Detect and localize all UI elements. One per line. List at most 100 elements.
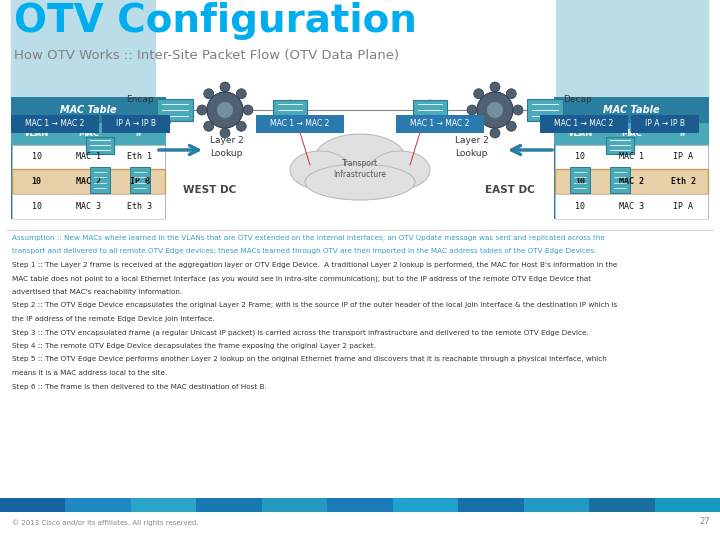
Bar xyxy=(130,167,150,193)
Circle shape xyxy=(474,122,484,131)
Text: VLAN: VLAN xyxy=(567,130,593,138)
Text: © 2013 Cisco and/or its affiliates. All rights reserved.: © 2013 Cisco and/or its affiliates. All … xyxy=(12,519,199,526)
Ellipse shape xyxy=(290,151,350,189)
Text: Step 5 :: The OTV Edge Device performs another Layer 2 lookup on the original Et: Step 5 :: The OTV Edge Device performs a… xyxy=(12,356,607,362)
Bar xyxy=(11,115,99,133)
Bar xyxy=(589,498,654,512)
Bar xyxy=(631,115,699,133)
Text: MAC: MAC xyxy=(78,130,99,138)
Bar xyxy=(554,97,709,219)
Circle shape xyxy=(220,128,230,138)
Circle shape xyxy=(207,92,243,128)
Text: IF: IF xyxy=(135,130,144,138)
Bar xyxy=(12,145,165,169)
Circle shape xyxy=(474,89,484,99)
Text: Transport
Infrastructure: Transport Infrastructure xyxy=(333,159,387,179)
Circle shape xyxy=(236,89,246,99)
Circle shape xyxy=(490,82,500,92)
Ellipse shape xyxy=(305,164,415,200)
Circle shape xyxy=(467,105,477,115)
Bar xyxy=(413,99,447,120)
Text: advertised that MAC's reachability information.: advertised that MAC's reachability infor… xyxy=(12,289,182,295)
Text: IP A → IP B: IP A → IP B xyxy=(645,119,685,129)
Bar xyxy=(66,498,131,512)
Bar xyxy=(11,97,166,219)
Text: IP A: IP A xyxy=(673,202,693,211)
Bar xyxy=(197,498,262,512)
Text: Step 1 :: The Layer 2 frame is received at the aggregation layer or OTV Edge Dev: Step 1 :: The Layer 2 frame is received … xyxy=(12,262,617,268)
Circle shape xyxy=(506,89,516,99)
Bar xyxy=(273,99,307,120)
Bar xyxy=(610,167,630,193)
Text: MAC 2: MAC 2 xyxy=(76,177,101,186)
Bar xyxy=(0,498,66,512)
Text: 27: 27 xyxy=(699,517,710,526)
Bar xyxy=(554,123,709,145)
Circle shape xyxy=(220,82,230,92)
Text: 10: 10 xyxy=(32,177,42,186)
Bar xyxy=(540,115,628,133)
Bar xyxy=(654,498,720,512)
Circle shape xyxy=(204,122,214,131)
Bar xyxy=(555,170,708,194)
Bar xyxy=(328,498,392,512)
Text: Eth 2: Eth 2 xyxy=(671,177,696,186)
Polygon shape xyxy=(556,0,709,110)
Text: Step 2 :: The OTV Edge Device encapsulates the original Layer 2 Frame; with is t: Step 2 :: The OTV Edge Device encapsulat… xyxy=(12,302,617,308)
Text: MAC 2: MAC 2 xyxy=(619,177,644,186)
Text: MAC 1: MAC 1 xyxy=(76,152,101,161)
Text: WEST DC: WEST DC xyxy=(184,185,237,195)
Text: means it is a MAC address local to the site.: means it is a MAC address local to the s… xyxy=(12,370,167,376)
Bar xyxy=(256,115,344,133)
Bar xyxy=(102,115,170,133)
Circle shape xyxy=(513,105,523,115)
Bar xyxy=(396,115,484,133)
Text: the IP address of the remote Edge Device Join Interface.: the IP address of the remote Edge Device… xyxy=(12,316,215,322)
Bar xyxy=(157,99,193,121)
Text: Layer 2
Lookup: Layer 2 Lookup xyxy=(210,136,244,158)
Text: Step 3 :: The OTV encapsulated frame (a regular Unicast IP packet) is carried ac: Step 3 :: The OTV encapsulated frame (a … xyxy=(12,329,589,336)
Circle shape xyxy=(487,102,503,118)
Bar xyxy=(86,137,114,153)
Text: transport and delivered to all remote OTV Edge devices; these MACs learned throu: transport and delivered to all remote OT… xyxy=(12,248,596,254)
Ellipse shape xyxy=(315,134,405,182)
Circle shape xyxy=(477,92,513,128)
Text: How OTV Works :: Inter-Site Packet Flow (OTV Data Plane): How OTV Works :: Inter-Site Packet Flow … xyxy=(14,49,399,62)
Text: MAC 3: MAC 3 xyxy=(76,202,101,211)
Text: Step 4 :: The remote OTV Edge Device decapsulates the frame exposing the origina: Step 4 :: The remote OTV Edge Device dec… xyxy=(12,343,376,349)
Circle shape xyxy=(217,102,233,118)
Bar xyxy=(555,194,708,219)
Circle shape xyxy=(236,122,246,131)
Bar xyxy=(131,498,197,512)
Bar xyxy=(90,167,110,193)
Text: 10: 10 xyxy=(32,152,42,161)
Text: IF: IF xyxy=(679,130,688,138)
Bar xyxy=(555,145,708,169)
Text: 10: 10 xyxy=(32,202,42,211)
Bar xyxy=(392,498,458,512)
Text: 10: 10 xyxy=(575,202,585,211)
Bar xyxy=(12,194,165,219)
Bar xyxy=(12,170,165,194)
Text: EAST DC: EAST DC xyxy=(485,185,535,195)
Text: VLAN: VLAN xyxy=(24,130,49,138)
Ellipse shape xyxy=(370,151,430,189)
Bar xyxy=(570,167,590,193)
Text: 10: 10 xyxy=(575,152,585,161)
Text: OTV Configuration: OTV Configuration xyxy=(14,2,417,40)
Text: Eth 1: Eth 1 xyxy=(127,152,153,161)
Bar xyxy=(527,99,563,121)
Polygon shape xyxy=(11,0,156,110)
Text: MAC Table: MAC Table xyxy=(60,105,117,115)
Text: IP B: IP B xyxy=(130,177,150,186)
Text: MAC 1 → MAC 2: MAC 1 → MAC 2 xyxy=(25,119,85,129)
Text: IP A → IP B: IP A → IP B xyxy=(116,119,156,129)
Circle shape xyxy=(204,89,214,99)
Text: MAC: MAC xyxy=(621,130,642,138)
Bar xyxy=(523,498,589,512)
Circle shape xyxy=(506,122,516,131)
Text: Decap: Decap xyxy=(564,96,593,105)
Text: MAC 1 → MAC 2: MAC 1 → MAC 2 xyxy=(410,119,469,129)
Text: MAC 1: MAC 1 xyxy=(619,152,644,161)
Text: MAC 1 → MAC 2: MAC 1 → MAC 2 xyxy=(270,119,330,129)
